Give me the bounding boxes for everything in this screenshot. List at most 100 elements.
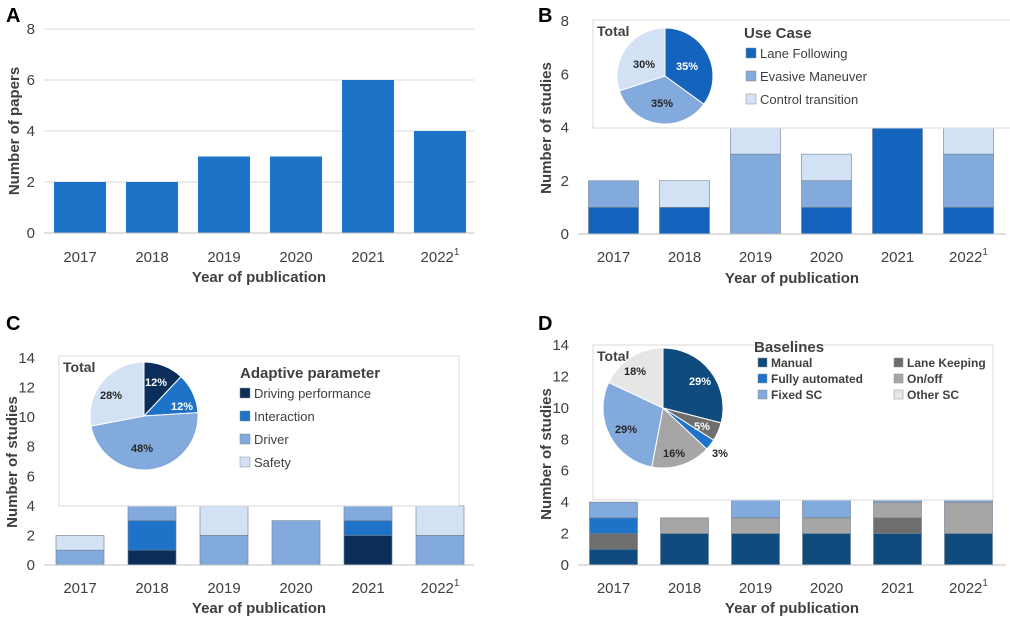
panel-b: B 0 2 4 6 8 2017 2018 2019 2020 2021 20221 Year of p… bbox=[538, 5, 1010, 287]
bar-2018-manual bbox=[660, 533, 709, 566]
legend-swatch bbox=[893, 389, 904, 400]
x-axis-title: Year of publication bbox=[725, 270, 859, 287]
bar-2020-control-transition bbox=[801, 153, 852, 182]
x-tick-label: 2019 bbox=[739, 580, 772, 597]
x-tick-label: 20221 bbox=[421, 578, 460, 597]
y-tick-label: 12 bbox=[552, 368, 569, 385]
x-tick-label: 2017 bbox=[63, 580, 96, 597]
panel-d: D 0 2 4 6 8 10 12 14 2017 2018 2019 2020 2021 20221 Yea… bbox=[538, 313, 1006, 617]
bar-2022-lane-following bbox=[943, 207, 994, 235]
bar-2017-fully-automated bbox=[589, 517, 638, 534]
y-tick-label: 10 bbox=[18, 409, 35, 426]
legend-swatch bbox=[757, 373, 768, 384]
x-tick-label: 2019 bbox=[739, 249, 772, 266]
pie-title: Total bbox=[597, 348, 629, 364]
bar-2018-interaction bbox=[127, 520, 177, 551]
x-tick-label: 2021 bbox=[351, 580, 384, 597]
bar-2018-driver bbox=[127, 505, 177, 521]
legend-label: Other SC bbox=[907, 388, 959, 402]
x-tick-label: 2020 bbox=[279, 249, 312, 266]
bar-2019-driver bbox=[199, 535, 249, 566]
y-tick-label: 4 bbox=[27, 123, 35, 140]
x-tick-label: 2019 bbox=[207, 580, 240, 597]
bar-2017-lane-following bbox=[588, 207, 639, 235]
y-tick-label: 8 bbox=[27, 439, 35, 456]
x-tick-label: 2021 bbox=[881, 580, 914, 597]
pie-label: 28% bbox=[100, 390, 122, 402]
legend-label: On/off bbox=[907, 372, 943, 386]
y-tick-label: 14 bbox=[18, 350, 35, 367]
y-tick-label: 0 bbox=[27, 557, 35, 574]
pie-title: Total bbox=[63, 359, 95, 375]
legend-title: Use Case bbox=[744, 25, 812, 42]
panel-c-letter: C bbox=[6, 313, 20, 335]
legend-title: Baselines bbox=[754, 339, 824, 356]
y-tick-label: 12 bbox=[18, 380, 35, 397]
x-axis-title: Year of publication bbox=[725, 600, 859, 617]
x-tick-label: 2018 bbox=[668, 249, 701, 266]
bar-2022-manual bbox=[944, 533, 993, 566]
y-tick-label: 2 bbox=[561, 526, 569, 543]
legend-swatch bbox=[745, 93, 757, 105]
legend-label: Fully automated bbox=[771, 372, 863, 386]
bar-2018-on-off bbox=[660, 517, 709, 534]
legend-swatch bbox=[239, 410, 251, 422]
legend-swatch bbox=[757, 389, 768, 400]
legend-label: Safety bbox=[254, 455, 291, 470]
x-tick-label: 2018 bbox=[668, 580, 701, 597]
x-tick-label: 2018 bbox=[135, 580, 168, 597]
x-axis-title: Year of publication bbox=[192, 269, 326, 286]
legend-label: Evasive Maneuver bbox=[760, 69, 868, 84]
bar-2017-lane-keeping bbox=[589, 533, 638, 550]
legend-swatch bbox=[745, 70, 757, 82]
bar-2020-lane-following bbox=[801, 207, 852, 235]
legend-label: Manual bbox=[771, 356, 812, 370]
legend-swatch bbox=[745, 47, 757, 59]
x-tick-label: 20221 bbox=[421, 247, 460, 266]
y-tick-label: 6 bbox=[561, 463, 569, 480]
pie-label: 30% bbox=[633, 59, 655, 71]
y-tick-label: 2 bbox=[27, 527, 35, 544]
panel-c: C 0 2 4 6 8 10 12 14 2017 2018 2019 2020 2021 20221 Yea… bbox=[4, 313, 474, 617]
bar-2017-papers bbox=[54, 182, 106, 233]
pie-label: 3% bbox=[712, 448, 728, 460]
y-tick-label: 0 bbox=[27, 225, 35, 242]
legend-swatch bbox=[893, 373, 904, 384]
legend-swatch bbox=[239, 387, 251, 399]
y-tick-label: 6 bbox=[561, 66, 569, 83]
legend-label: Driving performance bbox=[254, 386, 371, 401]
pie-slice-manual bbox=[662, 347, 724, 424]
pie-slice-on-off bbox=[651, 407, 708, 469]
legend-title: Adaptive parameter bbox=[240, 365, 380, 382]
bar-2019-manual bbox=[731, 533, 780, 566]
x-tick-label: 2017 bbox=[597, 580, 630, 597]
panel-a-letter: A bbox=[6, 5, 20, 27]
bar-2017-fixed-sc bbox=[589, 501, 638, 519]
bar-2017-manual bbox=[589, 548, 638, 566]
bar-2019-control-transition bbox=[730, 127, 781, 155]
bar-2019-safety bbox=[199, 505, 249, 536]
legend-label: Driver bbox=[254, 432, 289, 447]
bar-2021-driving-performance bbox=[343, 535, 393, 566]
pie-slice-driver bbox=[90, 412, 199, 471]
bar-2017-evasive-maneuver bbox=[588, 180, 639, 208]
y-tick-label: 14 bbox=[552, 337, 569, 354]
bar-2022-safety bbox=[415, 505, 465, 536]
y-tick-label: 8 bbox=[27, 21, 35, 38]
y-tick-label: 8 bbox=[561, 431, 569, 448]
y-tick-label: 4 bbox=[27, 498, 35, 515]
pie-slice-fixed-sc bbox=[602, 381, 664, 468]
bar-2021-lane-following bbox=[872, 127, 923, 235]
panel-b-letter: B bbox=[538, 5, 552, 27]
bar-2020-on-off bbox=[802, 517, 851, 534]
pie-slice-evasive-maneuver bbox=[618, 75, 705, 125]
x-tick-label: 2017 bbox=[63, 249, 96, 266]
y-axis-title: Number of papers bbox=[6, 67, 23, 195]
x-tick-label: 2017 bbox=[597, 249, 630, 266]
bar-2021-on-off bbox=[873, 501, 922, 519]
legend-swatch bbox=[239, 433, 251, 445]
y-axis-title: Number of studies bbox=[538, 62, 555, 194]
x-axis-title: Year of publication bbox=[192, 600, 326, 617]
